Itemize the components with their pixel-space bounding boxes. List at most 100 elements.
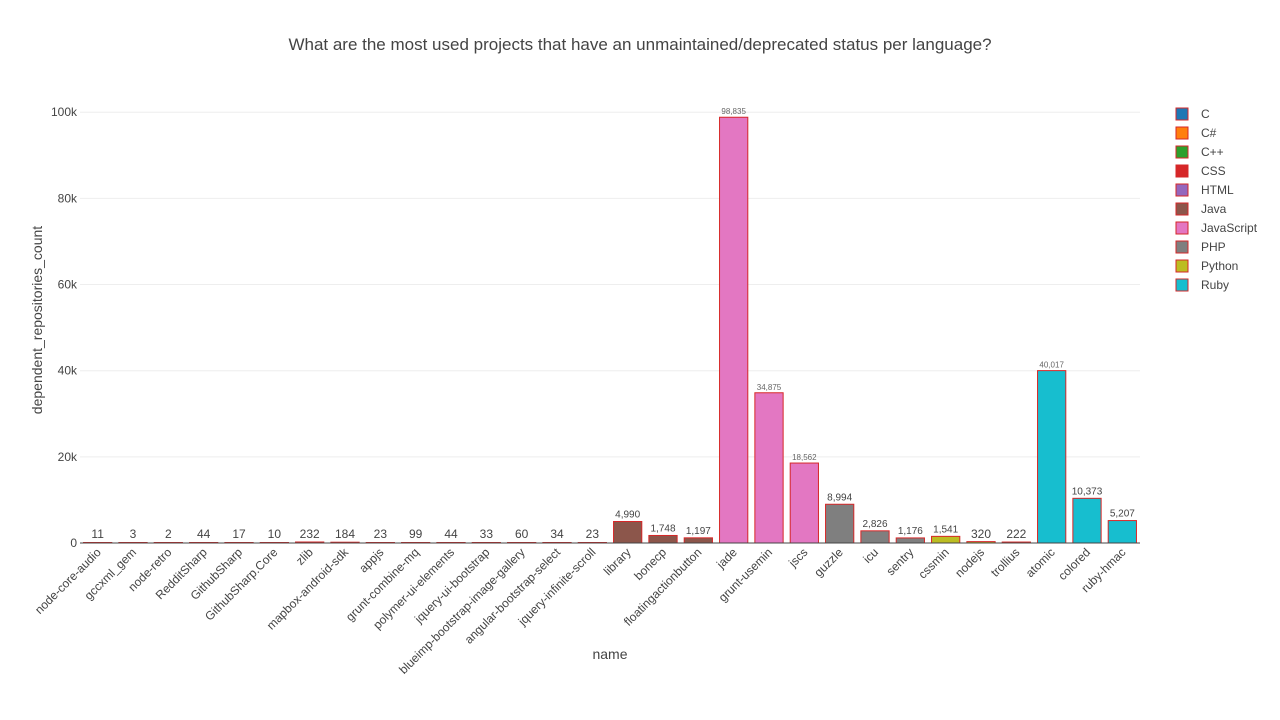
legend-swatch [1175, 126, 1189, 140]
bar-icu[interactable] [860, 530, 890, 544]
bar-value-label: 10 [268, 527, 282, 541]
x-tick-label: cssmin [915, 545, 951, 581]
bar-floatingactionbutton[interactable] [683, 537, 713, 544]
legend-item-php[interactable]: PHP [1175, 240, 1226, 254]
legend-swatch [1175, 259, 1189, 273]
bar-value-label: 232 [300, 527, 320, 541]
bar-guzzle[interactable] [825, 503, 855, 544]
legend-swatch [1175, 183, 1189, 197]
bar-value-label: 44 [197, 527, 211, 541]
x-tick-label: jscs [785, 545, 810, 570]
bars [83, 116, 1137, 544]
legend-item-java[interactable]: Java [1175, 202, 1227, 216]
bar-value-label: 320 [971, 527, 991, 541]
legend-item-html[interactable]: HTML [1175, 183, 1234, 197]
bar-jscs[interactable] [789, 462, 819, 544]
y-tick-label: 80k [58, 191, 78, 205]
bar-value-label: 10,373 [1072, 486, 1103, 497]
bar-library[interactable] [613, 521, 643, 544]
legend-swatch [1175, 202, 1189, 216]
bar-value-label: 2 [165, 527, 172, 541]
bar-jade[interactable] [719, 116, 749, 544]
bar-value-label: 40,017 [1039, 361, 1064, 370]
bar-value-label: 23 [374, 527, 388, 541]
bar-value-label: 23 [586, 527, 600, 541]
x-tick-label: guzzle [811, 545, 846, 580]
x-tick-label: nodejs [952, 545, 987, 580]
y-tick-label: 60k [58, 278, 78, 292]
legend-item-c-[interactable]: C++ [1175, 145, 1224, 159]
bar-colored[interactable] [1072, 497, 1102, 544]
legend-label: PHP [1201, 240, 1226, 254]
legend-item-python[interactable]: Python [1175, 259, 1238, 273]
bar-value-label: 222 [1006, 527, 1026, 541]
legend-label: CSS [1201, 164, 1226, 178]
bar-value-label: 33 [480, 527, 494, 541]
legend-swatch [1175, 240, 1189, 254]
bar-grunt-usemin[interactable] [754, 392, 784, 544]
bar-cssmin[interactable] [931, 535, 961, 544]
legend-label: Python [1201, 259, 1238, 273]
bar-value-label: 8,994 [827, 492, 852, 503]
chart-title: What are the most used projects that hav… [288, 35, 991, 54]
bar-value-label: 34,875 [757, 383, 782, 392]
bar-value-label: 1,541 [933, 524, 958, 535]
x-tick-label: jade [713, 545, 740, 572]
x-axis-ticks: node-core-audiogccxml_gemnode-retroReddi… [32, 545, 1128, 677]
bar-ruby-hmac[interactable] [1107, 520, 1137, 544]
x-tick-label: atomic [1023, 545, 1058, 580]
bar-value-label: 184 [335, 527, 355, 541]
legend-label: Ruby [1201, 278, 1229, 292]
legend-label: C [1201, 107, 1210, 121]
bar-sentry[interactable] [895, 537, 925, 544]
x-tick-label: library [601, 545, 634, 578]
bar-value-label: 99 [409, 527, 423, 541]
legend-label: C++ [1201, 145, 1224, 159]
bar-value-labels: 11 3 2 44 17 10 232 184 23 99 44 33 60 34 23 4,990 1,748… [91, 107, 1135, 541]
bar-value-label: 98,835 [721, 107, 746, 116]
legend-label: C# [1201, 126, 1217, 140]
x-tick-label: sentry [883, 545, 916, 578]
bar-value-label: 44 [444, 527, 458, 541]
legend-swatch [1175, 145, 1189, 159]
bar-value-label: 1,748 [650, 523, 675, 534]
legend-swatch [1175, 164, 1189, 178]
bar-value-label: 3 [130, 527, 137, 541]
bar-value-label: 1,176 [898, 526, 923, 537]
y-tick-label: 40k [58, 364, 78, 378]
bar-value-label: 34 [550, 527, 564, 541]
bar-atomic[interactable] [1037, 370, 1067, 544]
bar-bonecp[interactable] [648, 534, 678, 544]
y-axis-title: dependent_repositories_count [29, 226, 45, 414]
bar-value-label: 17 [232, 527, 246, 541]
x-tick-label: appjs [356, 545, 386, 575]
x-tick-label: zlib [293, 545, 316, 568]
x-tick-label: trollius [988, 545, 1022, 579]
legend-item-c[interactable]: C [1175, 107, 1210, 121]
y-tick-label: 20k [58, 450, 78, 464]
bar-value-label: 2,826 [862, 519, 887, 530]
legend-label: Java [1201, 202, 1227, 216]
legend-item-css[interactable]: CSS [1175, 164, 1226, 178]
bar-value-label: 1,197 [686, 526, 711, 537]
y-tick-label: 100k [51, 105, 78, 119]
legend-item-c-[interactable]: C# [1175, 126, 1217, 140]
y-tick-label: 0 [70, 536, 77, 550]
legend-label: HTML [1201, 183, 1234, 197]
legend-item-ruby[interactable]: Ruby [1175, 278, 1229, 292]
legend-swatch [1175, 278, 1189, 292]
bar-value-label: 11 [91, 527, 104, 541]
bar-value-label: 5,207 [1110, 509, 1135, 520]
legend-swatch [1175, 107, 1189, 121]
bar-value-label: 18,562 [792, 453, 817, 462]
bar-value-label: 4,990 [615, 510, 640, 521]
legend: C C# C++ CSS HTML Java JavaScript PHP Python Ruby [1175, 107, 1258, 292]
x-axis-title: name [592, 646, 627, 662]
bar-value-label: 60 [515, 527, 529, 541]
x-tick-label: icu [860, 545, 881, 566]
y-axis-ticks: 0 20k 40k 60k 80k 100k [51, 105, 78, 550]
legend-item-javascript[interactable]: JavaScript [1175, 221, 1258, 235]
legend-label: JavaScript [1201, 221, 1258, 235]
grid-lines [80, 111, 1140, 458]
